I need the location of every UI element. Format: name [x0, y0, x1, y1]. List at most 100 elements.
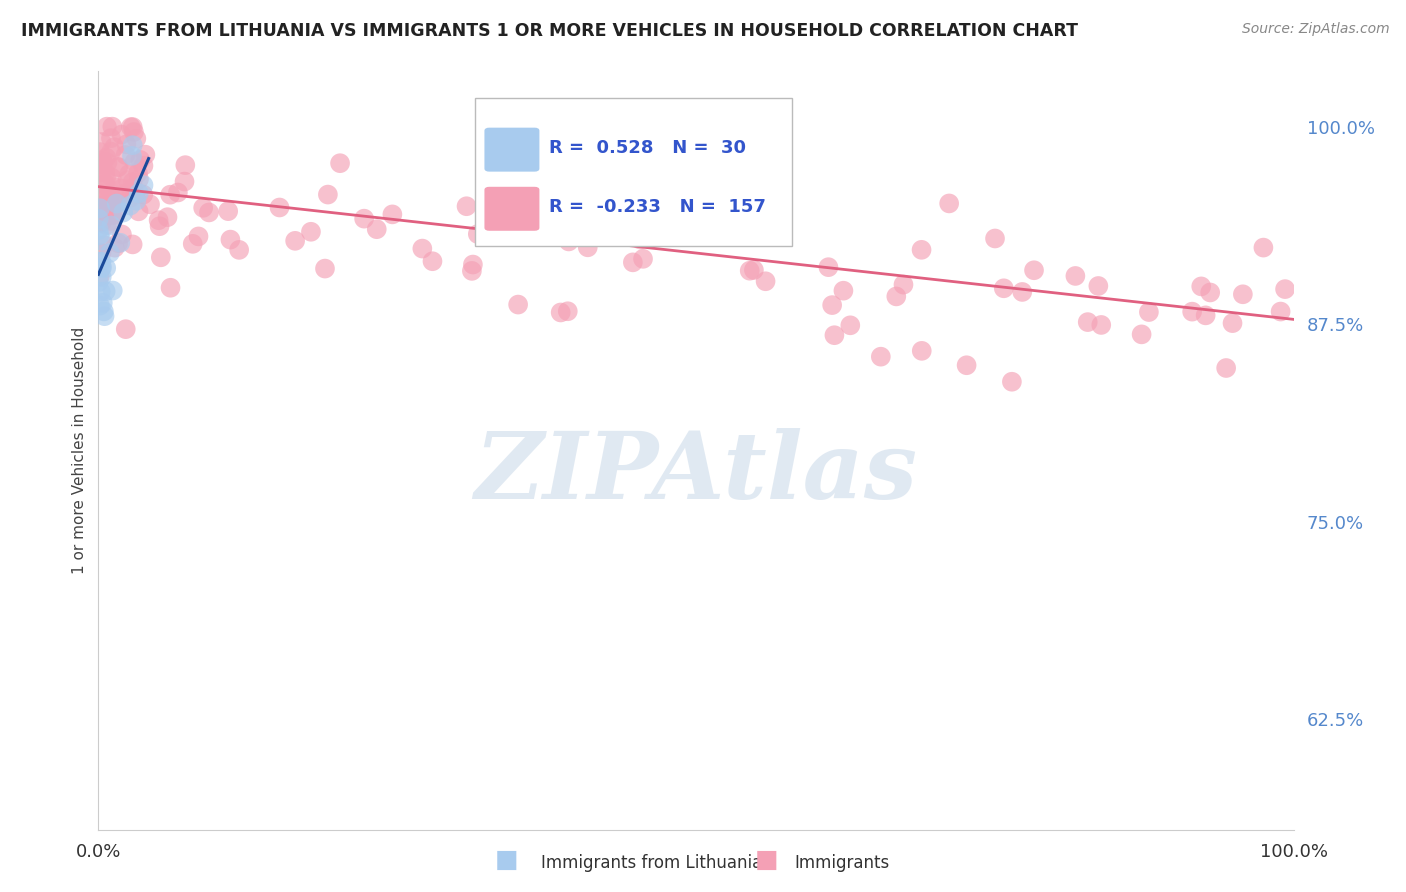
Point [100, 219, 122, 233]
FancyBboxPatch shape [475, 98, 792, 245]
Point [821, 298, 844, 312]
Point [269, 201, 291, 215]
Point [114, 322, 136, 336]
Point [87, 254, 110, 268]
Text: ■: ■ [755, 848, 778, 872]
Point [89, 145, 111, 159]
Point [89, 202, 111, 217]
Point [581, 208, 603, 222]
Point [467, 227, 489, 241]
Point [105, 195, 128, 210]
Point [1199, 285, 1222, 300]
Point [659, 182, 682, 196]
Point [198, 205, 221, 219]
Point [128, 186, 150, 201]
Point [187, 229, 209, 244]
Text: R =  0.528   N =  30: R = 0.528 N = 30 [548, 139, 747, 157]
Point [139, 197, 162, 211]
Point [104, 241, 127, 255]
Point [87, 275, 110, 289]
Point [100, 170, 122, 185]
Point [89, 228, 111, 243]
Point [366, 222, 388, 236]
Point [474, 205, 496, 219]
Point [124, 187, 146, 202]
Point [89, 299, 111, 313]
Point [299, 225, 322, 239]
Point [103, 140, 125, 154]
Point [91, 165, 114, 179]
Point [832, 284, 855, 298]
Point [98, 246, 121, 260]
Point [557, 304, 579, 318]
Point [411, 242, 433, 256]
Point [94, 284, 117, 298]
Point [911, 343, 934, 358]
Point [156, 210, 179, 224]
Point [89, 166, 111, 180]
Point [87, 211, 110, 226]
Point [104, 208, 127, 222]
Point [1077, 315, 1099, 329]
Point [1189, 279, 1212, 293]
Point [523, 219, 546, 234]
Point [884, 289, 907, 303]
Point [1064, 268, 1087, 283]
Point [1022, 263, 1045, 277]
Point [839, 318, 862, 333]
Point [120, 120, 142, 134]
Point [122, 125, 145, 139]
Point [167, 186, 190, 200]
Point [91, 156, 114, 170]
Point [1011, 285, 1033, 299]
Point [94, 165, 117, 179]
Point [1130, 327, 1153, 342]
Point [993, 281, 1015, 295]
Point [984, 231, 1007, 245]
Point [96, 260, 118, 275]
Point [101, 120, 124, 134]
Point [107, 160, 129, 174]
Point [129, 153, 152, 167]
Point [159, 281, 181, 295]
Point [107, 236, 129, 251]
Point [93, 309, 115, 323]
Point [98, 200, 121, 214]
Point [1087, 279, 1109, 293]
Point [93, 191, 115, 205]
Point [101, 208, 124, 222]
Point [823, 328, 845, 343]
Point [117, 173, 139, 187]
Point [132, 159, 155, 173]
Point [1270, 304, 1292, 318]
Point [94, 177, 117, 191]
Point [159, 187, 181, 202]
Point [122, 180, 145, 194]
Point [869, 350, 891, 364]
Point [1274, 282, 1296, 296]
Point [125, 131, 148, 145]
Point [910, 243, 932, 257]
Point [456, 199, 478, 213]
Point [98, 214, 121, 228]
Point [1222, 316, 1244, 330]
Point [1232, 287, 1254, 301]
Text: Immigrants: Immigrants [794, 855, 890, 872]
Point [89, 199, 111, 213]
Point [120, 184, 142, 198]
Point [1195, 309, 1218, 323]
Point [111, 227, 134, 242]
Point [93, 238, 115, 252]
Point [101, 284, 124, 298]
Point [132, 178, 155, 193]
Point [94, 171, 117, 186]
Point [132, 187, 155, 202]
Point [181, 236, 204, 251]
Point [96, 218, 118, 232]
Point [90, 285, 112, 299]
FancyBboxPatch shape [485, 128, 540, 171]
Point [217, 204, 239, 219]
Text: Immigrants from Lithuania: Immigrants from Lithuania [541, 855, 762, 872]
Point [101, 208, 124, 222]
Point [550, 305, 572, 319]
